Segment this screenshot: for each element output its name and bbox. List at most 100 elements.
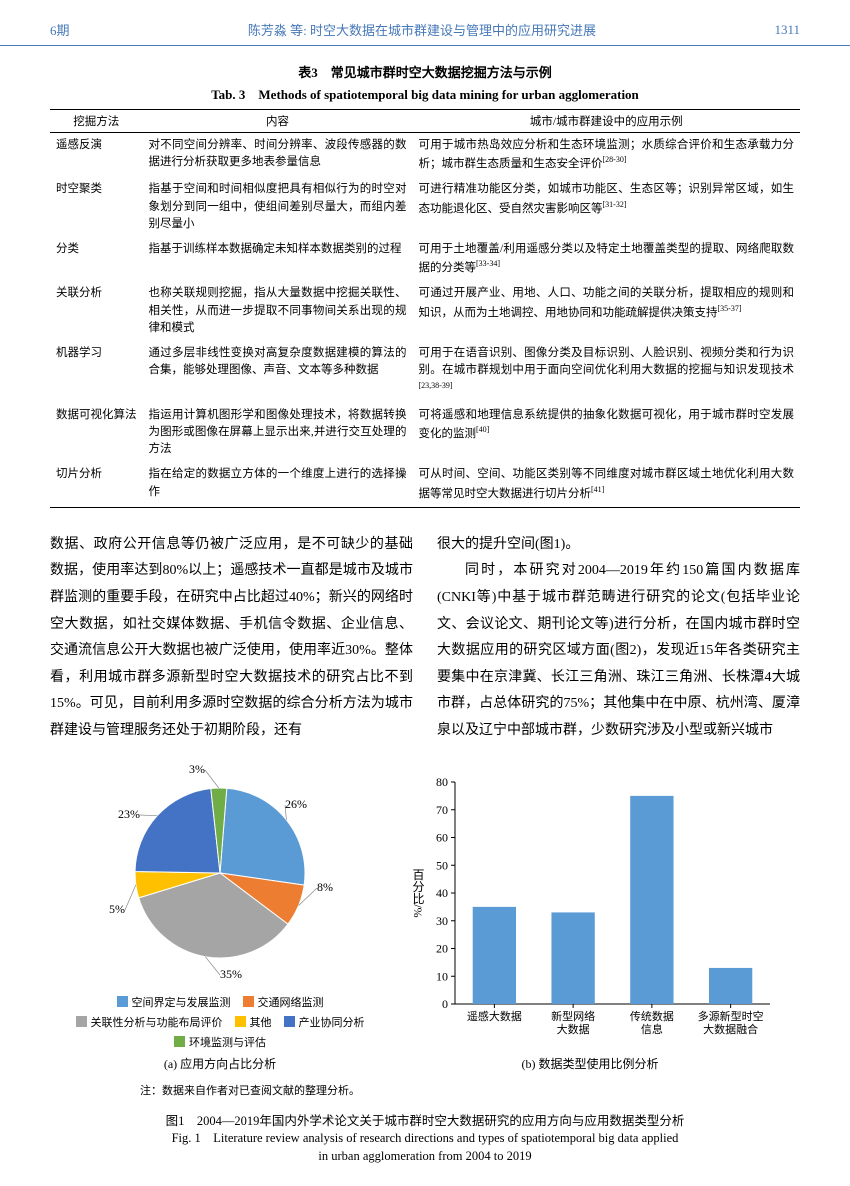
header-issue: 6期 [50,20,70,39]
x-tick-label: 新型网络 [551,1009,595,1023]
figure-1: 26% 8% 35% 5% 23% 3% 空间界定与发展监测 交通网络监测关联性分析与功能布… [0,745,850,1186]
legend-label: 环境监测与评估 [189,1034,266,1050]
x-tick-label: 多源新型时空 [698,1009,764,1023]
y-tick-label: 10 [436,969,448,983]
table-header: 城市/城市群建设中的应用示例 [413,110,801,133]
table-row: 数据可视化算法指运用计算机图形学和图像处理技术，将数据转换为图形或图像在屏幕上显… [50,403,800,463]
header-title: 陈芳淼 等: 时空大数据在城市群建设与管理中的应用研究进展 [70,20,775,39]
y-tick-label: 40 [436,886,448,900]
method-example: 可用于在语音识别、图像分类及目标识别、人脸识别、视频分类和行为识别。在城市群规划… [413,341,801,403]
y-tick-label: 80 [436,775,448,789]
method-desc: 也称关联规则挖掘，指从大量数据中挖掘关联性、相关性，从而进一步提取不同事物间关系… [143,281,413,341]
y-tick-label: 30 [436,913,448,927]
method-name: 数据可视化算法 [50,403,143,463]
method-example: 可从时间、空间、功能区类别等不同维度对城市群区域土地优化利用大数据等常见时空大数… [413,462,801,507]
x-tick-label: 大数据融合 [703,1022,758,1036]
table-row: 机器学习通过多层非线性变换对高复杂度数据建模的算法的合集，能够处理图像、声音、文… [50,341,800,403]
bar [709,967,752,1003]
legend-swatch [76,1016,87,1027]
table-row: 关联分析也称关联规则挖掘，指从大量数据中挖掘关联性、相关性，从而进一步提取不同事… [50,281,800,341]
method-example: 可用于土地覆盖/利用遥感分类以及特定土地覆盖类型的提取、网络爬取数据的分类等[3… [413,237,801,281]
legend-label: 产业协同分析 [299,1014,365,1030]
legend-item: 其他 [235,1014,272,1030]
method-name: 时空聚类 [50,177,143,237]
bar [551,912,594,1004]
table-section: 表3 常见城市群时空大数据挖掘方法与示例 Tab. 3 Methods of s… [0,46,850,518]
method-example: 可用于城市热岛效应分析和生态环境监测；水质综合评价和生态承载力分析；城市群生态质… [413,133,801,178]
method-name: 切片分析 [50,462,143,507]
right-column: 很大的提升空间(图1)。 同时，本研究对2004—2019年约150篇国内数据库… [437,532,800,745]
bar [630,795,673,1003]
legend-item: 交通网络监测 [243,994,324,1010]
x-tick-label: 信息 [641,1022,663,1036]
pie-label: 26% [285,796,307,810]
y-tick-label: 60 [436,830,448,844]
method-desc: 指运用计算机图形学和图像处理技术，将数据转换为图形或图像在屏幕上显示出来,并进行… [143,403,413,463]
pie-label: 35% [220,966,242,980]
legend-swatch [117,996,128,1007]
method-desc: 指基于空间和时间相似度把具有相似行为的时空对象划分到同一组中，使组间差别尽量大，… [143,177,413,237]
x-tick-label: 传统数据 [630,1009,674,1023]
paragraph: 数据、政府公开信息等仍被广泛应用，是不可缺少的基础数据，使用率达到80%以上；遥… [50,532,413,745]
pie-chart-panel: 26% 8% 35% 5% 23% 3% 空间界定与发展监测 交通网络监测关联性分析与功能布… [70,755,370,1072]
table-caption-cn: 表3 常见城市群时空大数据挖掘方法与示例 [50,62,800,81]
header-page-number: 1311 [774,22,800,38]
method-name: 分类 [50,237,143,281]
legend-item: 关联性分析与功能布局评价 [76,1014,223,1030]
pie-legend: 空间界定与发展监测 交通网络监测关联性分析与功能布局评价 其他 产业协同分析环境监测与… [70,994,370,1050]
method-name: 关联分析 [50,281,143,341]
pie-label: 8% [317,879,333,893]
page-header: 6期 陈芳淼 等: 时空大数据在城市群建设与管理中的应用研究进展 1311 [0,0,850,46]
pie-chart: 26% 8% 35% 5% 23% 3% [85,755,355,990]
legend-swatch [284,1016,295,1027]
table-row: 分类指基于训练样本数据确定未知样本数据类别的过程可用于土地覆盖/利用遥感分类以及… [50,237,800,281]
methods-table: 挖掘方法 内容 城市/城市群建设中的应用示例 遥感反演对不同空间分辨率、时间分辨… [50,109,800,508]
pie-label: 5% [109,901,125,915]
table-row: 切片分析指在给定的数据立方体的一个维度上进行的选择操作可从时间、空间、功能区类别… [50,462,800,507]
table-header: 内容 [143,110,413,133]
pie-label: 3% [189,761,205,775]
figure-note: 注：数据来自作者对已查阅文献的整理分析。 [50,1082,800,1098]
x-tick-label: 遥感大数据 [467,1009,522,1023]
pie-label: 23% [118,806,140,820]
legend-label: 关联性分析与功能布局评价 [91,1014,223,1030]
legend-label: 其他 [250,1014,272,1030]
method-example: 可通过开展产业、用地、人口、功能之间的关联分析，提取相应的规则和知识，从而为土地… [413,281,801,341]
y-tick-label: 50 [436,858,448,872]
legend-item: 空间界定与发展监测 [117,994,231,1010]
legend-item: 产业协同分析 [284,1014,365,1030]
figure-title-cn: 图1 2004—2019年国内外学术论文关于城市群时空大数据研究的应用方向与应用… [50,1110,800,1129]
method-example: 可将遥感和地理信息系统提供的抽象化数据可视化，用于城市群时空发展变化的监测[40… [413,403,801,463]
bar-chart: 01020304050607080百分比/%遥感大数据新型网络大数据传统数据信息… [400,772,780,1050]
paragraph: 同时，本研究对2004—2019年约150篇国内数据库(CNKI等)中基于城市群… [437,558,800,744]
legend-swatch [174,1036,185,1047]
bar-subcaption: (b) 数据类型使用比例分析 [522,1055,659,1072]
pie-subcaption: (a) 应用方向占比分析 [164,1055,276,1072]
legend-swatch [243,996,254,1007]
figure-title-en-line1: Fig. 1 Literature review analysis of res… [50,1129,800,1148]
y-tick-label: 70 [436,802,448,816]
table-caption-en: Tab. 3 Methods of spatiotemporal big dat… [50,84,800,103]
method-name: 遥感反演 [50,133,143,178]
y-tick-label: 20 [436,941,448,955]
table-header: 挖掘方法 [50,110,143,133]
method-example: 可进行精准功能区分类，如城市功能区、生态区等；识别异常区域，如生态功能退化区、受… [413,177,801,237]
legend-label: 空间界定与发展监测 [132,994,231,1010]
pie-slice [135,788,220,873]
method-desc: 指基于训练样本数据确定未知样本数据类别的过程 [143,237,413,281]
legend-label: 交通网络监测 [258,994,324,1010]
body-text: 数据、政府公开信息等仍被广泛应用，是不可缺少的基础数据，使用率达到80%以上；遥… [0,518,850,745]
method-desc: 对不同空间分辨率、时间分辨率、波段传感器的数据进行分析获取更多地表参量信息 [143,133,413,178]
table-row: 遥感反演对不同空间分辨率、时间分辨率、波段传感器的数据进行分析获取更多地表参量信… [50,133,800,178]
method-desc: 指在给定的数据立方体的一个维度上进行的选择操作 [143,462,413,507]
y-tick-label: 0 [442,997,448,1011]
paragraph: 很大的提升空间(图1)。 [437,532,800,559]
bar-chart-panel: 01020304050607080百分比/%遥感大数据新型网络大数据传统数据信息… [400,772,780,1072]
method-name: 机器学习 [50,341,143,403]
legend-item: 环境监测与评估 [174,1034,266,1050]
y-axis-label: 百分比/% [411,868,425,917]
left-column: 数据、政府公开信息等仍被广泛应用，是不可缺少的基础数据，使用率达到80%以上；遥… [50,532,413,745]
figure-title-en-line2: in urban agglomeration from 2004 to 2019 [50,1147,800,1166]
table-row: 时空聚类指基于空间和时间相似度把具有相似行为的时空对象划分到同一组中，使组间差别… [50,177,800,237]
bar [473,906,516,1003]
